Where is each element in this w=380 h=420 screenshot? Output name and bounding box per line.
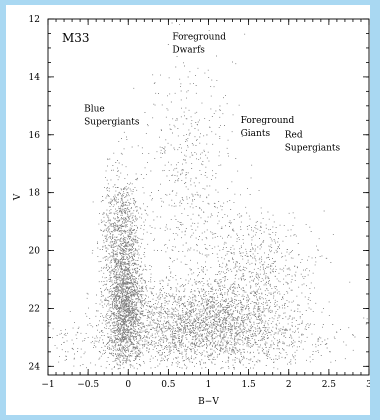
annotation-label: Blue [84, 105, 105, 115]
y-axis-label: V [13, 193, 23, 201]
x-axis-label: B−V [198, 397, 219, 407]
y-tick-label: 12 [29, 15, 40, 25]
cmd-scatter-chart: −1 −0.5 0 0.5 1 1.5 2 2.5 3 12 14 16 18 20 22 24 M33 B… [13, 15, 370, 407]
y-ticks: 12 14 16 18 20 22 24 [29, 15, 369, 372]
chart-title: M33 [62, 31, 90, 45]
x-ticks: −1 −0.5 0 0.5 1 1.5 2 2.5 3 [41, 19, 370, 390]
x-tick-label: −1 [41, 380, 54, 390]
annotations: Foreground Dwarfs Blue Supergiants Foregroun… [84, 32, 340, 153]
annotation-label: Foreground [241, 116, 295, 126]
y-tick-label: 18 [29, 189, 41, 199]
x-tick-label: 2.5 [322, 380, 337, 390]
x-tick-label: −0.5 [77, 380, 99, 390]
x-tick-label: 1.5 [241, 380, 256, 390]
annotation-label: Giants [241, 129, 271, 139]
y-tick-label: 20 [29, 247, 41, 257]
data-points [48, 19, 368, 370]
y-tick-label: 24 [29, 362, 41, 372]
y-tick-label: 16 [29, 131, 41, 141]
y-tick-label: 14 [29, 73, 41, 83]
y-tick-label: 22 [29, 304, 40, 314]
x-tick-label: 1 [206, 380, 212, 390]
annotation-label: Foreground [172, 32, 226, 42]
chart-frame: −1 −0.5 0 0.5 1 1.5 2 2.5 3 12 14 16 18 20 22 24 M33 B… [6, 5, 370, 415]
plot-border [47, 18, 370, 376]
x-tick-label: 0 [125, 380, 131, 390]
x-tick-label: 3 [366, 380, 370, 390]
x-tick-label: 0.5 [161, 380, 176, 390]
x-tick-label: 2 [286, 380, 292, 390]
annotation-label: Supergiants [285, 144, 341, 154]
star-points [48, 19, 368, 370]
annotation-label: Red [285, 131, 303, 141]
annotation-label: Dwarfs [172, 45, 205, 55]
annotation-label: Supergiants [84, 118, 140, 128]
